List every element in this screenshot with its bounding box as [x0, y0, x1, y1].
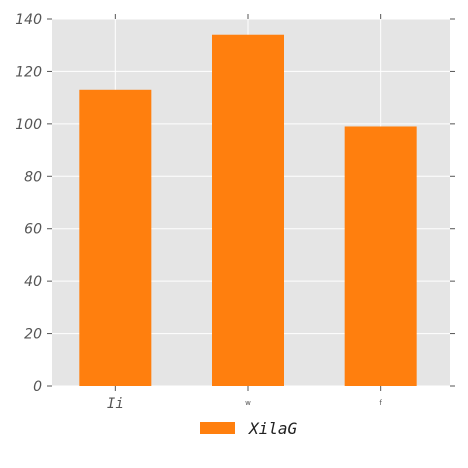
- x-tick-label: w: [245, 399, 251, 407]
- y-tick-label: 120: [15, 64, 42, 80]
- bar-w: [212, 34, 284, 386]
- legend-label: XilaG: [248, 419, 298, 438]
- y-tick-label: 80: [24, 169, 42, 185]
- y-tick-label: 60: [24, 222, 42, 238]
- y-tick-label: 40: [24, 274, 42, 290]
- bar-Ii: [79, 89, 152, 387]
- bar-f: [344, 126, 417, 386]
- axis-ticks: [47, 14, 455, 391]
- y-tick-label: 0: [33, 379, 42, 395]
- y-tick-label: 20: [24, 327, 42, 343]
- y-tick-label: 140: [15, 12, 42, 28]
- x-tick-label: f: [379, 399, 382, 407]
- legend-swatch: [200, 422, 235, 434]
- bars: [79, 34, 417, 387]
- x-tick-labels: Ii w f: [107, 396, 383, 412]
- x-tick-label: Ii: [107, 396, 124, 412]
- y-tick-labels: 0 20 40 60 80 100 120 140: [15, 12, 42, 395]
- y-tick-label: 100: [15, 117, 42, 133]
- legend: XilaG: [200, 419, 298, 438]
